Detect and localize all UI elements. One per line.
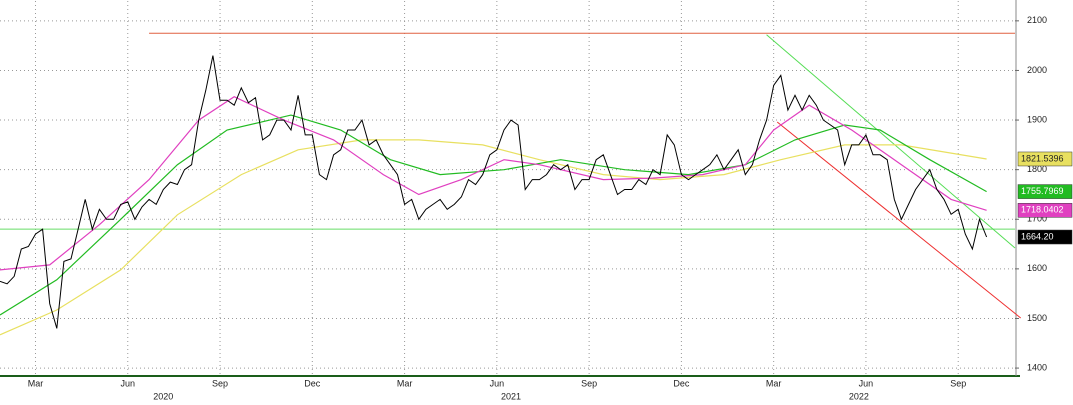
reference-line <box>776 121 1021 319</box>
x-tick-label: Mar <box>397 378 413 388</box>
x-tick-label: Jun <box>121 378 136 388</box>
last-value-label: 1755.7969 <box>1021 186 1064 196</box>
year-label: 2022 <box>849 391 869 401</box>
y-tick-label: 1500 <box>1027 313 1047 323</box>
y-tick-label: 1800 <box>1027 164 1047 174</box>
last-value-label: 1821.5396 <box>1021 153 1064 163</box>
y-tick-label: 1400 <box>1027 362 1047 372</box>
last-value-label: 1664.20 <box>1021 231 1054 241</box>
x-tick-label: Mar <box>28 378 44 388</box>
x-tick-label: Dec <box>673 378 690 388</box>
series-line <box>0 55 988 329</box>
last-value-box <box>1017 203 1073 218</box>
last-value-box <box>1017 184 1073 199</box>
x-tick-label: Jun <box>859 378 874 388</box>
x-tick-label: Dec <box>304 378 321 388</box>
y-tick-label: 1600 <box>1027 263 1047 273</box>
y-tick-label: 1700 <box>1027 214 1047 224</box>
x-tick-label: Sep <box>950 378 966 388</box>
series-line <box>0 96 987 271</box>
year-label: 2021 <box>501 391 521 401</box>
y-tick-label: 1900 <box>1027 114 1047 124</box>
x-tick-label: Sep <box>581 378 597 388</box>
x-tick-label: Mar <box>766 378 782 388</box>
series-line <box>0 114 987 316</box>
y-tick-label: 2000 <box>1027 65 1047 75</box>
x-tick-label: Jun <box>490 378 505 388</box>
y-tick-label: 2100 <box>1027 15 1047 25</box>
last-value-label: 1718.0402 <box>1021 205 1064 215</box>
series-line <box>0 139 987 336</box>
last-value-box <box>1017 229 1073 245</box>
year-label: 2020 <box>153 391 173 401</box>
reference-line <box>766 34 1016 249</box>
last-value-box <box>1017 151 1073 167</box>
x-tick-label: Sep <box>212 378 228 388</box>
